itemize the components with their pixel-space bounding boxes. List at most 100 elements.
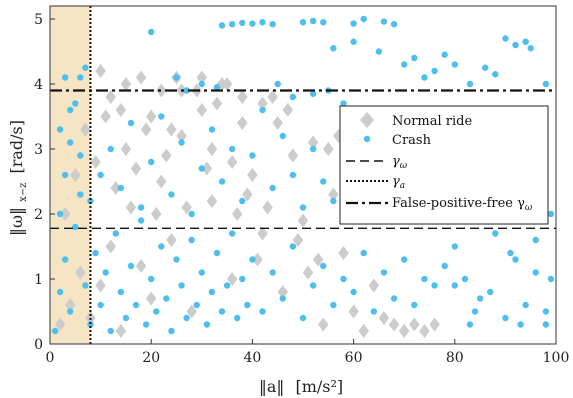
crash-point xyxy=(289,93,297,101)
crash-point xyxy=(492,230,499,237)
normal-ride-point xyxy=(388,317,400,332)
crash-point xyxy=(299,19,307,26)
crash-point xyxy=(451,282,458,289)
crash-point xyxy=(299,314,307,322)
crash-point xyxy=(259,19,266,26)
crash-point xyxy=(223,282,231,289)
crash-point xyxy=(213,84,221,91)
crash-point xyxy=(208,126,216,133)
crash-point xyxy=(401,256,408,263)
crash-point xyxy=(542,321,550,328)
y-tick-label: 3 xyxy=(34,142,43,158)
crash-point xyxy=(320,19,327,26)
crash-point xyxy=(320,262,327,270)
crash-point xyxy=(92,249,99,257)
normal-ride-point xyxy=(419,324,430,338)
crash-point xyxy=(208,288,216,296)
crash-point xyxy=(542,308,550,315)
normal-ride-point xyxy=(186,304,197,319)
crash-point xyxy=(77,152,84,159)
normal-ride-point xyxy=(429,317,440,332)
crash-point xyxy=(289,243,297,250)
crash-point xyxy=(249,256,256,263)
crash-point xyxy=(401,61,408,68)
crash-point xyxy=(471,308,479,315)
normal-ride-point xyxy=(140,122,152,137)
crash-point xyxy=(67,139,74,146)
crash-point xyxy=(198,80,205,88)
crash-point xyxy=(107,145,114,153)
normal-ride-point xyxy=(398,324,410,338)
crash-point xyxy=(77,191,84,198)
crash-point xyxy=(466,321,474,328)
crash-point xyxy=(112,230,119,237)
normal-ride-point xyxy=(328,187,339,202)
crash-point xyxy=(360,249,367,257)
crash-point xyxy=(370,308,378,315)
crash-point xyxy=(279,295,286,302)
y-ticks: 0 1 2 3 4 5 xyxy=(34,12,55,353)
crash-point xyxy=(527,45,534,52)
crash-point xyxy=(390,21,398,28)
crash-point xyxy=(340,100,347,107)
legend-crash-marker xyxy=(363,135,371,143)
normal-ride-point xyxy=(54,317,66,332)
crash-point xyxy=(198,165,205,172)
normal-ride-point xyxy=(282,103,294,117)
crash-point xyxy=(279,132,286,140)
crash-point xyxy=(421,74,428,81)
normal-ride-point xyxy=(135,70,147,85)
normal-ride-point xyxy=(312,252,324,267)
normal-ride-point xyxy=(161,148,172,163)
y-tick-label: 5 xyxy=(34,12,43,28)
crash-point xyxy=(507,249,514,257)
crash-point xyxy=(218,22,226,29)
y-axis-label-main: ‖ω‖ xyxy=(7,207,26,236)
plot-frame xyxy=(49,5,557,345)
crash-point xyxy=(451,243,458,250)
crash-point xyxy=(158,243,165,250)
crash-point xyxy=(168,191,175,198)
normal-ride-point xyxy=(196,70,208,85)
legend-normal-marker xyxy=(360,112,374,128)
crash-point xyxy=(547,210,555,218)
crash-point xyxy=(269,21,276,28)
crash-point xyxy=(502,35,509,42)
crash-point xyxy=(97,301,104,309)
normal-ride-point xyxy=(201,161,213,176)
crash-point xyxy=(512,41,519,49)
crash-point xyxy=(269,184,276,192)
normal-ride-point xyxy=(166,233,177,247)
crash-point xyxy=(173,256,180,263)
crash-point xyxy=(198,269,205,276)
normal-ride-point xyxy=(125,200,137,215)
normal-ride-point xyxy=(368,278,380,293)
normal-ride-point xyxy=(75,265,86,280)
crash-point xyxy=(61,171,69,179)
normal-ride-point xyxy=(378,311,390,325)
x-axis-label-main: ‖a‖ xyxy=(259,377,285,396)
crash-point xyxy=(532,236,539,244)
normal-ride-point xyxy=(231,207,243,221)
normal-ride-point xyxy=(338,246,349,260)
crash-point xyxy=(178,139,185,146)
crash-point xyxy=(299,204,307,211)
crash-point xyxy=(517,321,524,328)
x-tick-label: 60 xyxy=(345,350,363,366)
crash-point xyxy=(380,18,388,25)
normal-ride-point xyxy=(105,239,116,254)
crash-point xyxy=(411,301,418,309)
normal-ride-point xyxy=(100,109,111,124)
crash-point xyxy=(451,61,458,68)
crash-point xyxy=(142,321,150,328)
normal-ride-point xyxy=(64,298,76,312)
crash-point xyxy=(239,197,246,205)
normal-ride-point xyxy=(292,233,304,247)
x-tick-label: 40 xyxy=(243,350,261,366)
crash-point xyxy=(107,327,114,335)
crash-point xyxy=(132,301,140,309)
crash-point xyxy=(213,249,221,257)
crash-point xyxy=(380,269,388,276)
normal-ride-point xyxy=(166,122,177,137)
normal-ride-point xyxy=(267,90,278,104)
